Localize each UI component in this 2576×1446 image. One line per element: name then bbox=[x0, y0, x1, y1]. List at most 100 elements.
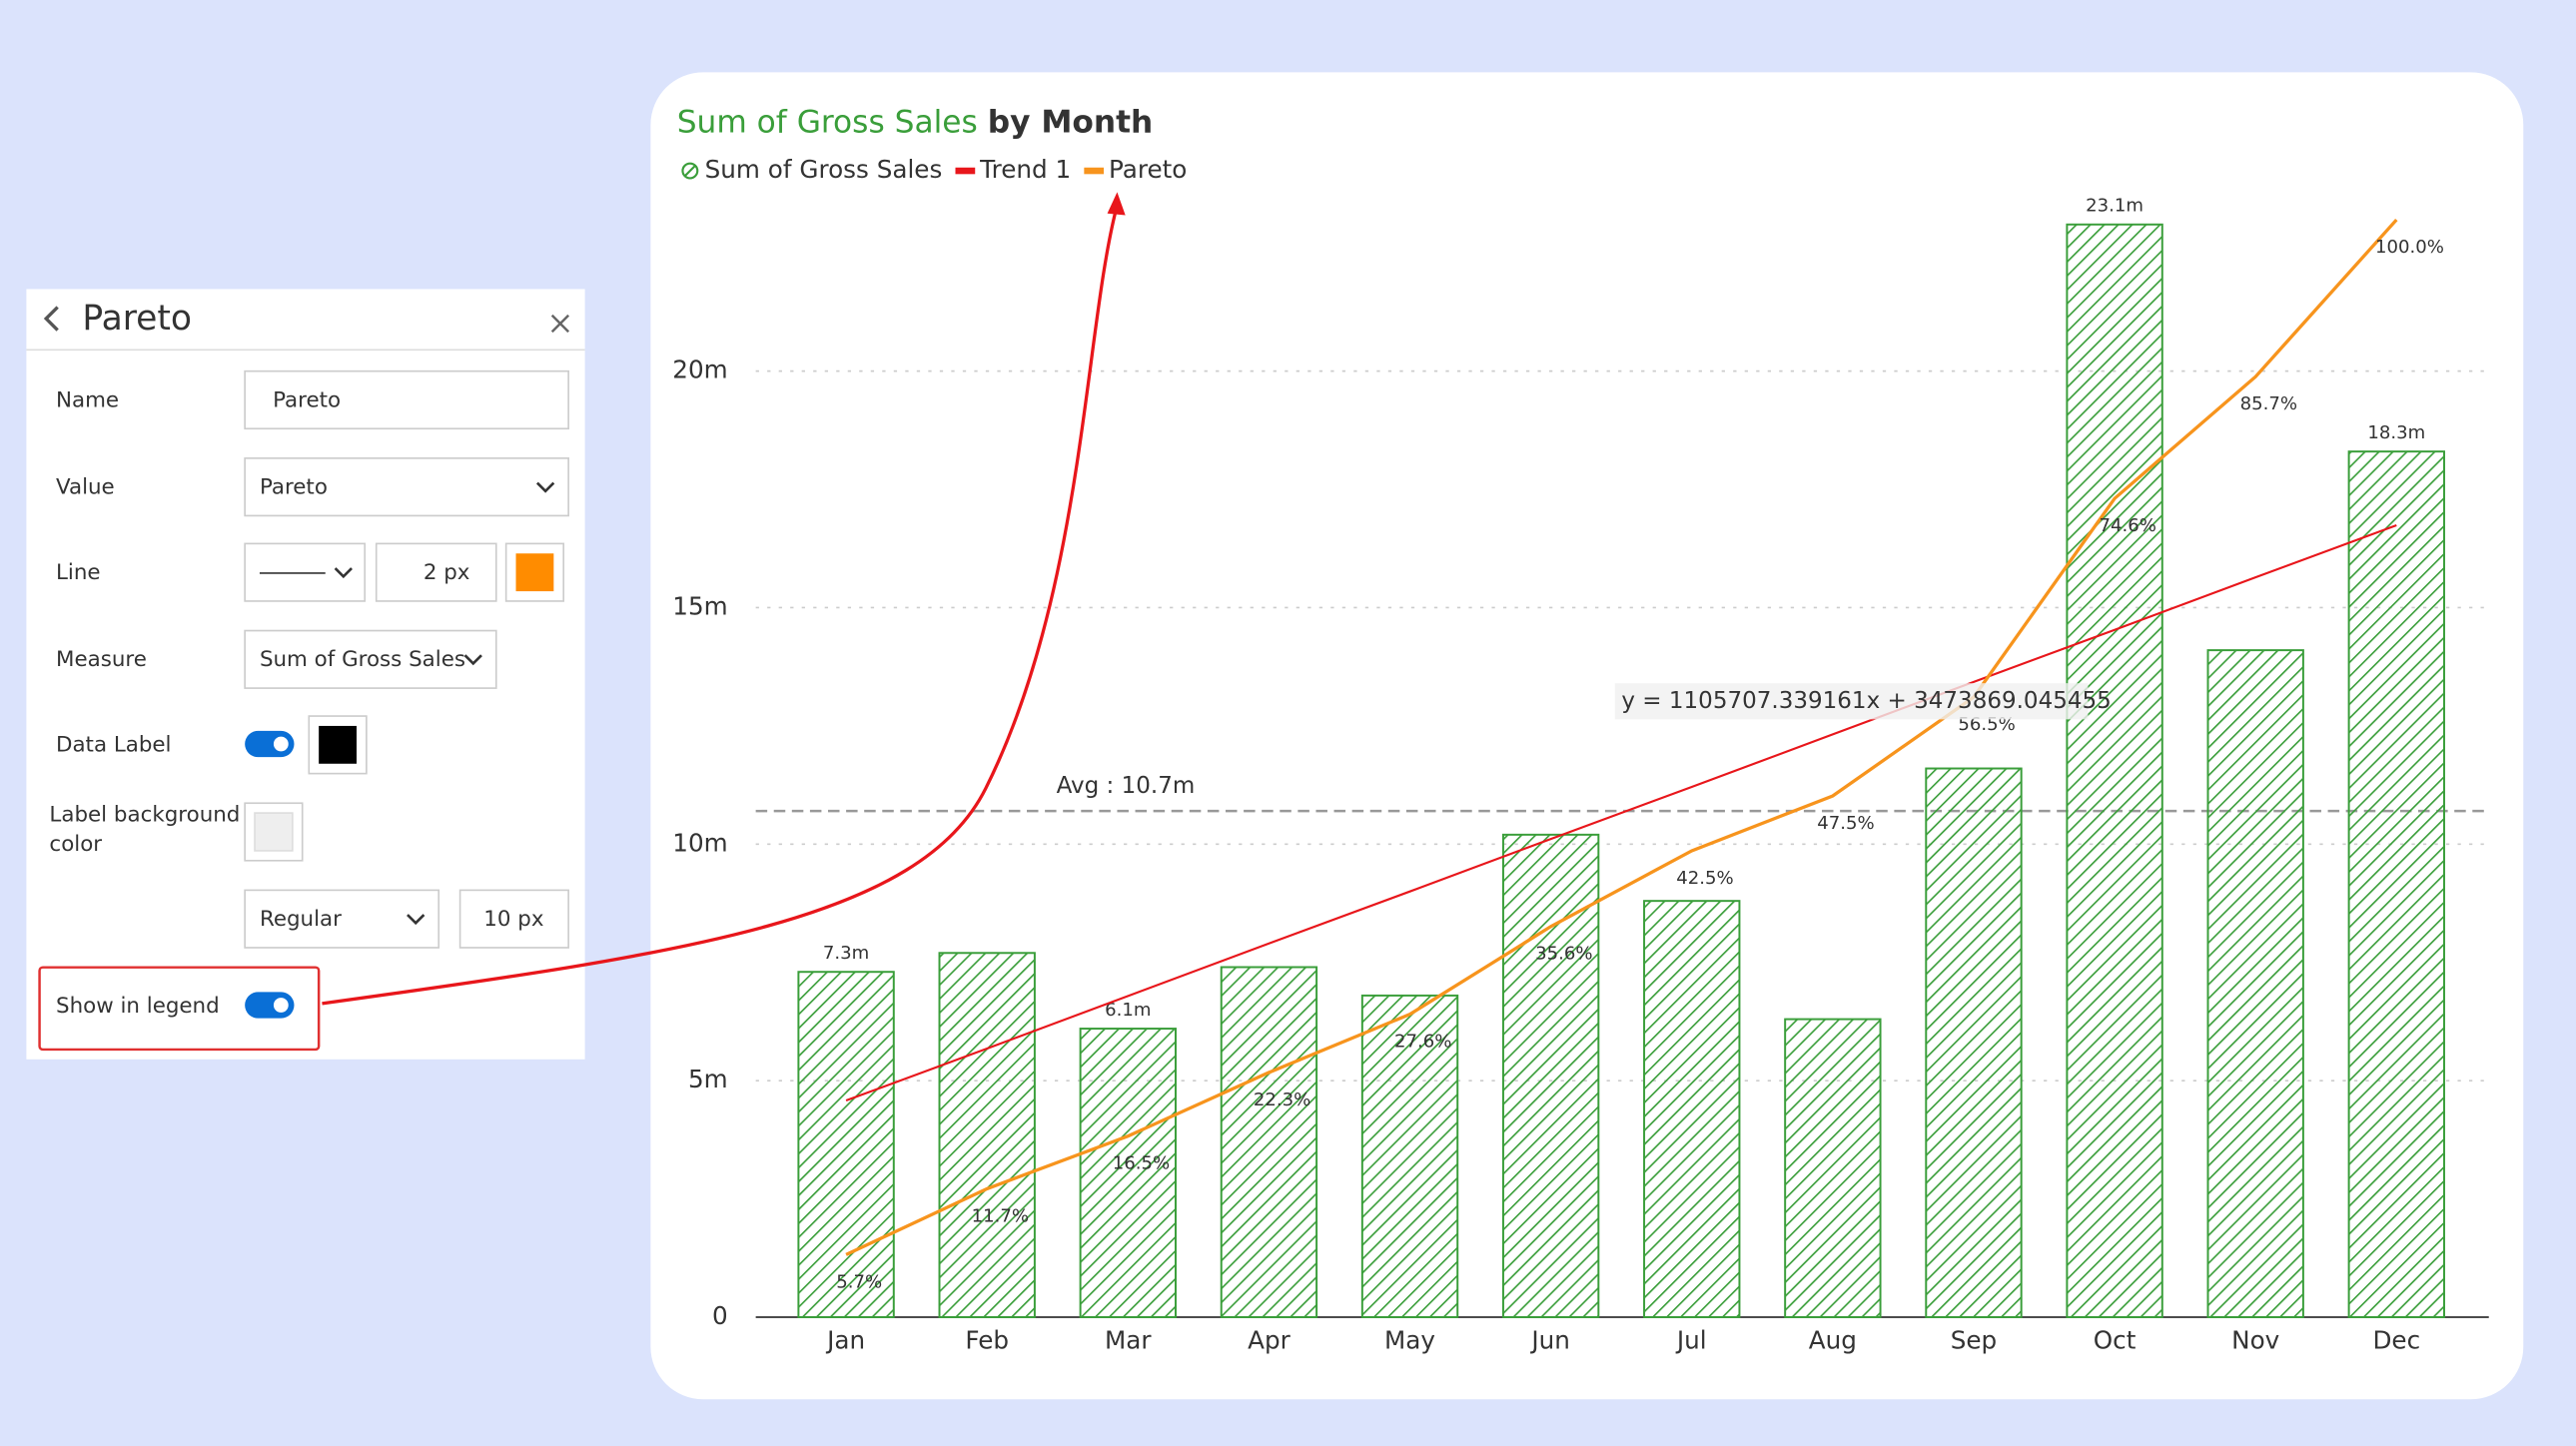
color-picker[interactable] bbox=[504, 542, 565, 602]
dropdown-value: Pareto bbox=[260, 474, 328, 499]
dropdown-value: Regular bbox=[260, 907, 342, 932]
bar bbox=[1079, 1028, 1177, 1318]
y-tick-label: 10m bbox=[672, 828, 727, 857]
data-label: 5.7% bbox=[836, 1271, 882, 1292]
x-tick-label: Nov bbox=[2231, 1326, 2279, 1355]
y-tick-label: 0 bbox=[712, 1301, 728, 1330]
toggle-knob bbox=[273, 998, 289, 1013]
x-tick-label: Jun bbox=[1529, 1326, 1570, 1355]
data-label: 11.7% bbox=[972, 1205, 1029, 1226]
bar bbox=[1220, 966, 1318, 1318]
number-input[interactable] bbox=[458, 889, 569, 949]
y-tick-label: 15m bbox=[672, 591, 727, 620]
trend-line bbox=[845, 524, 2397, 1102]
y-tick-label: 20m bbox=[672, 356, 727, 384]
x-tick-label: Dec bbox=[2372, 1326, 2420, 1355]
data-label: 23.1m bbox=[2086, 196, 2144, 217]
number-input[interactable] bbox=[375, 542, 497, 602]
field-label: Show in legend bbox=[56, 994, 220, 1019]
bar bbox=[2347, 450, 2445, 1318]
data-label: 27.6% bbox=[1394, 1032, 1451, 1053]
chevron bbox=[463, 654, 482, 666]
legend-marker bbox=[955, 167, 976, 175]
x-tick-label: Sep bbox=[1951, 1326, 1997, 1355]
chevron bbox=[334, 567, 353, 579]
bar bbox=[1643, 900, 1741, 1318]
panel-title: Pareto bbox=[82, 299, 192, 339]
input-value: Pareto bbox=[273, 387, 341, 412]
settings-panel: Pareto Name Pareto Value Pareto Line 2 p… bbox=[26, 289, 585, 1060]
x-tick-label: Jan bbox=[825, 1326, 865, 1355]
color-swatch bbox=[319, 725, 357, 764]
x-tick-label: Aug bbox=[1809, 1326, 1857, 1355]
title-rest: by Month bbox=[988, 104, 1154, 140]
bar bbox=[1784, 1018, 1882, 1318]
data-label: 47.5% bbox=[1817, 813, 1874, 834]
bar bbox=[1501, 833, 1600, 1318]
x-tick-label: Feb bbox=[965, 1326, 1009, 1355]
close-button[interactable] bbox=[550, 314, 570, 334]
back-button[interactable] bbox=[43, 306, 59, 332]
data-label: 18.3m bbox=[2367, 422, 2425, 443]
field-label: Value bbox=[56, 474, 115, 499]
annotation-arrow bbox=[322, 205, 1120, 1006]
arrow-head bbox=[1107, 192, 1126, 216]
text-input[interactable] bbox=[244, 369, 569, 430]
data-label: 74.6% bbox=[2100, 515, 2156, 536]
trend-equation: y = 1105707.339161x + 3473869.045455 bbox=[1621, 688, 2111, 714]
data-label: 42.5% bbox=[1676, 868, 1733, 889]
legend-marker bbox=[681, 162, 699, 180]
field-label: Name bbox=[56, 387, 119, 412]
legend-marker bbox=[684, 165, 696, 177]
legend-label: Sum of Gross Sales bbox=[705, 155, 943, 184]
bar bbox=[938, 952, 1036, 1318]
equation-bg bbox=[1614, 683, 2089, 720]
chart-title: Sum of Gross Sales by Month bbox=[677, 104, 1154, 140]
data-label: 35.6% bbox=[1535, 944, 1592, 965]
data-label: 16.5% bbox=[1113, 1153, 1170, 1174]
field-label: Data Label bbox=[56, 733, 172, 758]
field-label: Measure bbox=[56, 647, 147, 672]
data-label: 6.1m bbox=[1105, 1000, 1151, 1021]
bar bbox=[1360, 994, 1459, 1318]
x-tick-label: May bbox=[1384, 1326, 1435, 1355]
bar bbox=[797, 971, 895, 1318]
dropdown[interactable] bbox=[244, 889, 440, 949]
field-label: Line bbox=[56, 560, 101, 585]
x-tick-label: Jul bbox=[1675, 1326, 1707, 1355]
y-tick-label: 5m bbox=[688, 1065, 728, 1093]
average-label: Avg : 10.7m bbox=[1057, 773, 1196, 799]
color-swatch bbox=[254, 812, 294, 852]
field-label: Label background color bbox=[49, 803, 241, 858]
bar bbox=[2066, 223, 2163, 1318]
dropdown-value: Sum of Gross Sales bbox=[260, 647, 465, 672]
title-measure: Sum of Gross Sales bbox=[677, 104, 978, 140]
data-label: 85.7% bbox=[2240, 393, 2297, 414]
toggle-knob bbox=[273, 736, 289, 752]
x-tick-label: Apr bbox=[1248, 1326, 1291, 1355]
bar bbox=[1925, 767, 2023, 1318]
data-label: 100.0% bbox=[2375, 237, 2444, 258]
input-value: 2 px bbox=[424, 560, 470, 585]
x-tick-label: Oct bbox=[2094, 1326, 2137, 1355]
line-style-dropdown[interactable] bbox=[244, 542, 367, 602]
data-label: 22.3% bbox=[1254, 1089, 1310, 1110]
color-swatch bbox=[515, 553, 554, 592]
x-tick-label: Mar bbox=[1105, 1326, 1152, 1355]
bar bbox=[2206, 649, 2304, 1318]
legend-label: Trend 1 bbox=[979, 155, 1071, 184]
input-value: 10 px bbox=[483, 907, 543, 932]
field-label-box: Label background color bbox=[49, 803, 241, 858]
legend-marker bbox=[1084, 167, 1105, 175]
chevron bbox=[535, 481, 555, 493]
highlight-box bbox=[38, 966, 321, 1052]
pareto-line bbox=[845, 218, 2398, 1256]
data-label: 7.3m bbox=[823, 943, 869, 964]
dropdown[interactable] bbox=[244, 629, 497, 689]
plot: 0 5m 10m 15m 20m Jan Feb Mar Apr May Jun Jul Aug Sep O… bbox=[672, 155, 2489, 1355]
dropdown[interactable] bbox=[244, 457, 569, 517]
legend-label: Pareto bbox=[1109, 155, 1187, 184]
chevron bbox=[407, 914, 426, 926]
